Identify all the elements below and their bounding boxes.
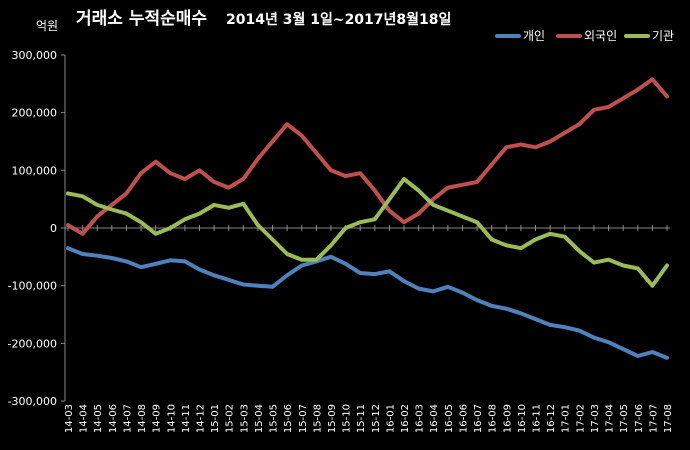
x-tick-label: 15-10 [342, 404, 353, 433]
x-tick-label: 17-08 [663, 404, 674, 433]
x-tick-label: 17-04 [605, 404, 616, 433]
x-tick-label: 16-11 [532, 404, 543, 433]
unit-label: 억원 [36, 19, 58, 33]
y-tick-label: 0 [50, 222, 57, 235]
legend-label: 기관 [652, 29, 674, 43]
x-tick-label: 14-08 [137, 404, 148, 433]
x-tick-label: 16-07 [473, 404, 484, 433]
legend-label: 외국인 [584, 29, 617, 43]
series-line-개인 [66, 246, 669, 360]
x-tick-label: 14-11 [181, 404, 192, 433]
x-tick-label: 15-06 [283, 404, 294, 433]
y-axis-ticks: -300,000 -200,000 -100,000 0 100,000 200,000 3… [8, 49, 65, 408]
series-lines [66, 77, 669, 360]
x-tick-label: 16-09 [502, 404, 513, 433]
x-tick-label: 16-06 [458, 404, 469, 433]
x-tick-label: 17-03 [590, 404, 601, 433]
x-tick-label: 16-12 [546, 404, 557, 433]
x-tick-label: 15-07 [298, 404, 309, 433]
x-tick-label: 17-05 [619, 404, 630, 433]
chart-title: 거래소 누적순매수 [76, 9, 207, 29]
x-tick-label: 16-05 [444, 404, 455, 433]
x-tick-label: 14-12 [195, 404, 206, 433]
y-tick-label: 300,000 [12, 49, 58, 62]
legend-label: 개인 [523, 29, 545, 43]
plot-area: -300,000 -200,000 -100,000 0 100,000 200,000 3… [8, 49, 674, 433]
x-tick-label: 17-01 [561, 404, 572, 433]
y-tick-label: -200,000 [8, 337, 57, 350]
x-axis-ticks: 14-03 14-04 14-05 14-06 14-07 14-08 14-09 14-10… [64, 225, 674, 433]
x-tick-label: 15-08 [312, 404, 323, 433]
chart-subtitle: 2014년 3월 1일~2017년8월18일 [226, 11, 451, 28]
x-tick-label: 16-10 [517, 404, 528, 433]
x-tick-label: 15-12 [371, 404, 382, 433]
y-tick-label: -300,000 [8, 395, 57, 408]
legend: 개인 외국인 기관 [495, 29, 674, 43]
y-tick-label: 200,000 [12, 107, 58, 120]
x-tick-label: 15-11 [356, 404, 367, 433]
x-tick-label: 15-05 [269, 404, 280, 433]
series-line-기관 [66, 177, 669, 288]
x-tick-label: 16-03 [415, 404, 426, 433]
x-tick-label: 14-06 [108, 404, 119, 433]
x-tick-label: 16-04 [429, 404, 440, 433]
x-tick-label: 17-07 [648, 404, 659, 433]
y-tick-label: -100,000 [8, 280, 57, 293]
x-tick-label: 14-09 [152, 404, 163, 433]
x-tick-label: 15-04 [254, 404, 265, 433]
x-tick-label: 15-01 [210, 404, 221, 433]
x-tick-label: 16-08 [488, 404, 499, 433]
x-tick-label: 15-03 [239, 404, 250, 433]
y-tick-label: 100,000 [12, 164, 58, 177]
x-tick-label: 15-09 [327, 404, 338, 433]
x-tick-label: 17-06 [634, 404, 645, 433]
x-tick-label: 16-02 [400, 404, 411, 433]
x-tick-label: 14-07 [122, 404, 133, 433]
x-tick-label: 14-10 [166, 404, 177, 433]
x-tick-label: 15-02 [225, 404, 236, 433]
x-tick-label: 17-02 [575, 404, 586, 433]
x-tick-label: 14-04 [79, 404, 90, 433]
x-tick-label: 14-05 [93, 404, 104, 433]
x-tick-label: 16-01 [385, 404, 396, 433]
x-tick-label: 14-03 [64, 404, 75, 433]
series-line-외국인 [66, 77, 669, 236]
